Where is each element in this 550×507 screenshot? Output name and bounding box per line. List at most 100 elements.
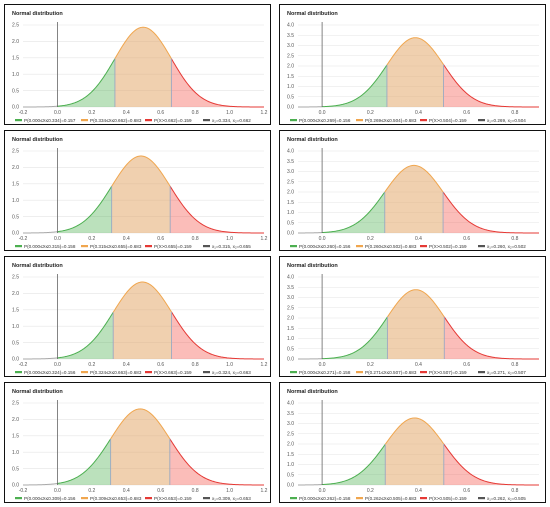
legend-label: P(0.260≤X≤0.502)=0.683 xyxy=(365,244,417,249)
pdf-curve-tail xyxy=(23,105,58,108)
x-tick-label: 0.0 xyxy=(319,110,326,116)
y-tick-label: 3.0 xyxy=(287,169,294,175)
pdf-curve-middle xyxy=(112,281,172,313)
y-tick-label: 2.0 xyxy=(287,190,294,196)
y-tick-label: 1.0 xyxy=(287,462,294,468)
legend-label: x₁=0.271, x₂=0.507 xyxy=(487,370,526,375)
y-tick-label: 1.5 xyxy=(12,308,19,314)
x-tick-label: 0.0 xyxy=(54,488,61,494)
legend-label: P(0.309≤X≤0.653)=0.683 xyxy=(90,496,142,501)
y-tick-label: 2.0 xyxy=(12,417,19,423)
pdf-curve-middle xyxy=(384,417,445,445)
y-tick-label: 0.0 xyxy=(287,483,294,489)
region-left xyxy=(57,186,112,233)
y-tick-label: 3.5 xyxy=(287,411,294,417)
x-tick-label: 0.4 xyxy=(123,362,130,368)
pdf-curve-right xyxy=(442,191,539,234)
x-tick-label: 0.4 xyxy=(123,236,130,242)
x-tick-label: -0.2 xyxy=(19,362,28,368)
legend-label: P(0.000≤X≤0.269)=0.156 xyxy=(299,118,351,123)
legend-swatch xyxy=(203,371,210,374)
y-tick-label: 3.5 xyxy=(287,159,294,165)
legend-swatch xyxy=(145,119,152,122)
legend-swatch xyxy=(15,371,22,374)
legend-swatch xyxy=(145,371,152,374)
x-tick-label: 0.6 xyxy=(463,110,470,116)
chart-title: Normal distribution xyxy=(12,263,63,269)
chart-panel: Normal distribution 0.0 0.5 1.0 1.5 2.0 2.5 3.0… xyxy=(279,130,546,251)
x-tick-label: 0.4 xyxy=(415,362,422,368)
legend-label: x₁=0.315, x₂=0.655 xyxy=(212,244,251,249)
x-tick-label: 0.8 xyxy=(511,110,518,116)
region-right xyxy=(169,438,264,485)
region-right xyxy=(443,64,539,107)
legend-swatch xyxy=(478,245,485,248)
legend-swatch xyxy=(290,371,297,374)
chart-svg: Normal distribution 0.0 0.5 1.0 1.5 2.0 2.5 -0.… xyxy=(12,137,268,249)
legend-label: x₁=0.260, x₂=0.502 xyxy=(487,244,526,249)
legend-swatch xyxy=(356,497,363,500)
x-tick-label: 0.8 xyxy=(511,362,518,368)
legend-label: P(X>0.502)=0.159 xyxy=(429,244,467,249)
region-left xyxy=(322,444,386,485)
legend-swatch xyxy=(420,371,427,374)
legend-swatch xyxy=(203,119,210,122)
x-tick-label: 0.8 xyxy=(192,110,199,116)
legend-label: P(X>0.662)=0.159 xyxy=(154,118,192,123)
legend-swatch xyxy=(478,497,485,500)
region-middle xyxy=(113,282,172,359)
pdf-curve-middle xyxy=(111,155,171,187)
legend-swatch xyxy=(420,119,427,122)
x-tick-label: 0.8 xyxy=(192,488,199,494)
chart-svg: Normal distribution 0.0 0.5 1.0 1.5 2.0 2.5 3.0… xyxy=(287,263,539,375)
legend-label: P(0.271≤X≤0.507)=0.683 xyxy=(365,370,417,375)
region-left xyxy=(322,64,387,107)
legend-swatch xyxy=(15,497,22,500)
y-tick-label: 0.5 xyxy=(12,88,19,94)
legend-label: P(0.262≤X≤0.505)=0.683 xyxy=(365,496,417,501)
y-tick-label: 2.5 xyxy=(12,275,19,281)
legend-label: P(X>0.507)=0.159 xyxy=(429,370,467,375)
y-tick-label: 2.5 xyxy=(287,179,294,185)
chart-title: Normal distribution xyxy=(287,137,338,143)
legend-swatch xyxy=(478,371,485,374)
x-tick-label: 0.2 xyxy=(367,362,374,368)
x-tick-label: -0.2 xyxy=(19,110,28,116)
pdf-curve-right xyxy=(443,64,539,108)
y-tick-label: 4.0 xyxy=(287,401,294,407)
legend-swatch xyxy=(145,245,152,248)
y-tick-label: 1.0 xyxy=(287,84,294,90)
y-tick-label: 1.0 xyxy=(12,72,19,78)
pdf-curve-tail xyxy=(23,231,58,234)
region-left xyxy=(57,58,115,107)
pdf-curve-left xyxy=(57,58,116,107)
y-tick-label: 1.5 xyxy=(12,434,19,440)
x-tick-label: 0.4 xyxy=(415,236,422,242)
y-tick-label: 0.5 xyxy=(287,220,294,226)
legend-label: P(X>0.663)=0.159 xyxy=(154,370,192,375)
y-tick-label: 0.5 xyxy=(12,214,19,220)
legend-label: x₁=0.262, x₂=0.505 xyxy=(487,496,526,501)
y-tick-label: 2.5 xyxy=(287,431,294,437)
x-tick-label: 0.6 xyxy=(157,488,164,494)
region-left xyxy=(57,312,114,359)
y-tick-label: 1.0 xyxy=(287,336,294,342)
chart-panel: Normal distribution 0.0 0.5 1.0 1.5 2.0 2.5 -0.… xyxy=(4,130,271,251)
y-tick-label: 2.0 xyxy=(287,442,294,448)
legend-swatch xyxy=(145,497,152,500)
pdf-curve-right xyxy=(169,438,264,486)
y-tick-label: 1.0 xyxy=(287,210,294,216)
chart-panel: Normal distribution 0.0 0.5 1.0 1.5 2.0 2.5 -0.… xyxy=(4,4,271,125)
pdf-curve-middle xyxy=(384,164,444,193)
pdf-curve-middle xyxy=(110,408,171,440)
region-middle xyxy=(114,27,172,107)
legend-swatch xyxy=(478,119,485,122)
x-tick-label: 0.2 xyxy=(88,488,95,494)
y-tick-label: 0.5 xyxy=(287,346,294,352)
chart-svg: Normal distribution 0.0 0.5 1.0 1.5 2.0 2.5 3.0… xyxy=(287,137,539,249)
chart-title: Normal distribution xyxy=(287,11,338,17)
legend-swatch xyxy=(290,245,297,248)
legend-label: P(0.334≤X≤0.662)=0.683 xyxy=(90,118,142,123)
y-tick-label: 3.0 xyxy=(287,43,294,49)
y-tick-label: 0.0 xyxy=(12,357,19,363)
